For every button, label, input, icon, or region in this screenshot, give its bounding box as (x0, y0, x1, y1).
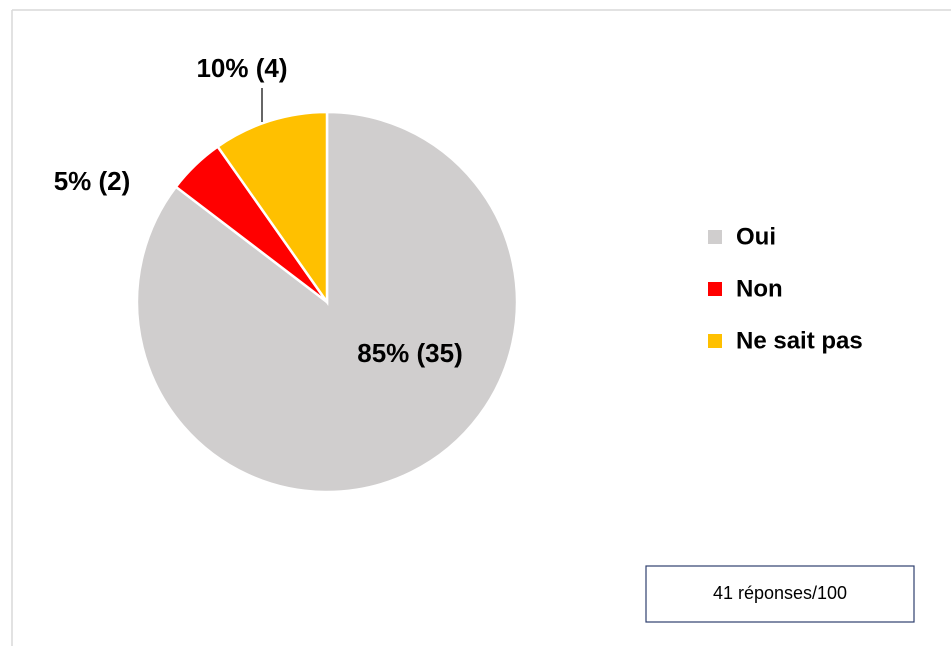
data-label: 5% (2) (54, 166, 131, 196)
legend-swatch (708, 282, 722, 296)
pie-slice (215, 110, 329, 306)
annotation-box (645, 565, 915, 623)
legend-label: Non (736, 275, 783, 302)
legend-swatch (708, 230, 722, 244)
data-label: 85% (35) (357, 338, 463, 368)
legend-label: Ne sait pas (736, 327, 863, 354)
legend-label: Oui (736, 223, 776, 250)
data-label: 10% (4) (196, 53, 287, 83)
legend-swatch (708, 334, 722, 348)
annotation: 41 réponses/100 (713, 583, 847, 603)
